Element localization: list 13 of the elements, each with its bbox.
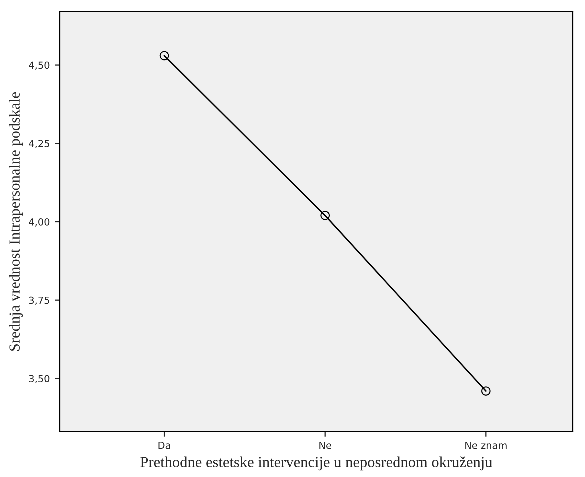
point (481, 386, 491, 396)
y-tick-label: 3,50 (29, 375, 50, 384)
y-axis-title: Srednja vrednost Intrapersonalne podskale (9, 92, 24, 352)
y-tick-label: 4,00 (29, 218, 50, 227)
point (320, 211, 330, 220)
y-tick-label: 3,75 (29, 296, 50, 306)
y-tick-label: 4,50 (29, 62, 50, 70)
x-tick-label: Ne znam (466, 442, 507, 450)
x-tick-label: Da (158, 442, 170, 450)
point (160, 51, 170, 61)
y-tick-label: 4,25 (29, 140, 50, 148)
x-axis-title: Prethodne estetske intervencije u neposrednom okruženju (140, 456, 493, 471)
x-tick-label: Ne (320, 442, 332, 450)
